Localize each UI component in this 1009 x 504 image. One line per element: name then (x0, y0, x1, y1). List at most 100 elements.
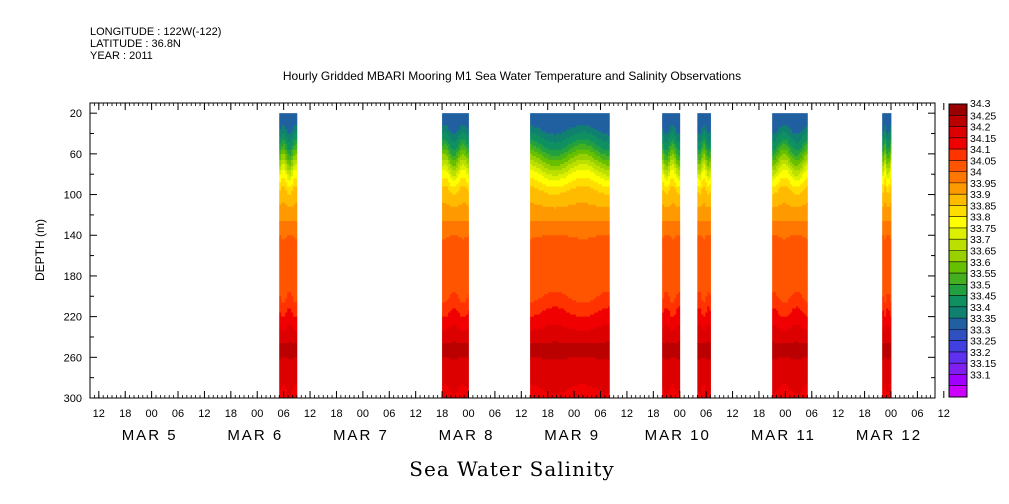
salinity-cell (287, 324, 290, 328)
salinity-cell (289, 265, 292, 269)
salinity-cell (468, 168, 469, 171)
salinity-cell (452, 159, 455, 163)
salinity-cell (281, 237, 284, 240)
salinity-cell (452, 153, 455, 157)
salinity-cell (293, 324, 296, 328)
salinity-cell (281, 286, 284, 289)
salinity-cell (454, 269, 457, 273)
salinity-cell (287, 186, 290, 189)
salinity-cell (291, 253, 294, 256)
salinity-cell (462, 300, 465, 303)
observation-block (442, 113, 469, 399)
salinity-cell (464, 214, 467, 218)
salinity-cell (450, 339, 453, 342)
salinity-cell (448, 131, 451, 134)
salinity-cell (285, 286, 288, 289)
salinity-cell (464, 137, 467, 141)
salinity-cell (293, 271, 296, 275)
salinity-cell (466, 194, 469, 197)
salinity-cell (295, 253, 298, 256)
salinity-cell (285, 243, 288, 246)
salinity-cell (287, 280, 290, 283)
salinity-cell (446, 235, 449, 238)
salinity-cell (289, 381, 292, 385)
salinity-cell (464, 316, 467, 320)
salinity-cell (281, 371, 284, 374)
salinity-cell (466, 269, 469, 273)
salinity-cell (442, 170, 445, 173)
salinity-cell (466, 304, 469, 307)
salinity-cell (450, 115, 453, 118)
salinity-cell (446, 273, 449, 277)
salinity-cell (279, 170, 282, 173)
salinity-cell (454, 391, 457, 395)
salinity-cell (452, 343, 455, 346)
salinity-cell (532, 218, 535, 222)
salinity-cell (442, 312, 445, 315)
salinity-cell (293, 119, 296, 122)
salinity-cell (532, 306, 535, 309)
salinity-cell (285, 357, 288, 360)
salinity-cell (285, 113, 288, 116)
salinity-cell (442, 280, 445, 283)
salinity-cell (448, 241, 451, 244)
salinity-cell (279, 347, 282, 350)
salinity-cell (444, 312, 447, 315)
salinity-cell (279, 361, 282, 364)
salinity-cell (458, 204, 461, 208)
salinity-cell (279, 359, 282, 362)
salinity-cell (452, 379, 455, 383)
salinity-cell (532, 328, 535, 332)
salinity-cell (289, 131, 292, 134)
salinity-cell (279, 282, 282, 285)
salinity-cell (464, 267, 467, 271)
salinity-cell (460, 387, 463, 391)
salinity-cell (446, 361, 449, 364)
salinity-cell (283, 280, 286, 283)
salinity-cell (452, 200, 455, 204)
salinity-cell (530, 383, 533, 387)
salinity-cell (281, 157, 284, 161)
salinity-cell (448, 306, 451, 309)
salinity-cell (283, 328, 286, 332)
salinity-cell (532, 170, 535, 173)
salinity-cell (295, 259, 298, 263)
salinity-cell (281, 162, 284, 165)
salinity-cell (293, 208, 296, 212)
salinity-cell (456, 369, 459, 372)
salinity-cell (530, 137, 533, 141)
salinity-cell (460, 192, 463, 195)
salinity-cell (446, 314, 449, 318)
salinity-cell (456, 277, 459, 281)
salinity-cell (452, 145, 455, 149)
salinity-cell (444, 239, 447, 242)
salinity-cell (462, 336, 465, 340)
salinity-cell (448, 149, 451, 153)
salinity-cell (532, 367, 535, 370)
salinity-cell (532, 361, 535, 364)
salinity-cell (293, 241, 296, 244)
salinity-cell (444, 182, 447, 185)
salinity-cell (446, 332, 449, 336)
salinity-cell (444, 190, 447, 193)
salinity-cell (450, 223, 453, 226)
salinity-cell (448, 223, 451, 226)
salinity-cell (279, 166, 282, 169)
salinity-cell (287, 139, 290, 143)
salinity-cell (530, 125, 533, 128)
salinity-cell (460, 200, 463, 204)
salinity-cell (446, 245, 449, 248)
salinity-cell (279, 221, 282, 224)
salinity-cell (466, 115, 469, 118)
salinity-cell (283, 249, 286, 252)
salinity-cell (446, 225, 449, 228)
salinity-cell (462, 334, 465, 338)
salinity-cell (532, 375, 535, 379)
salinity-cell (466, 243, 469, 246)
salinity-cell (285, 275, 288, 279)
salinity-cell (532, 324, 535, 328)
salinity-cell (452, 351, 455, 354)
salinity-cell (466, 322, 469, 326)
salinity-cell (291, 139, 294, 143)
salinity-cell (464, 153, 467, 157)
